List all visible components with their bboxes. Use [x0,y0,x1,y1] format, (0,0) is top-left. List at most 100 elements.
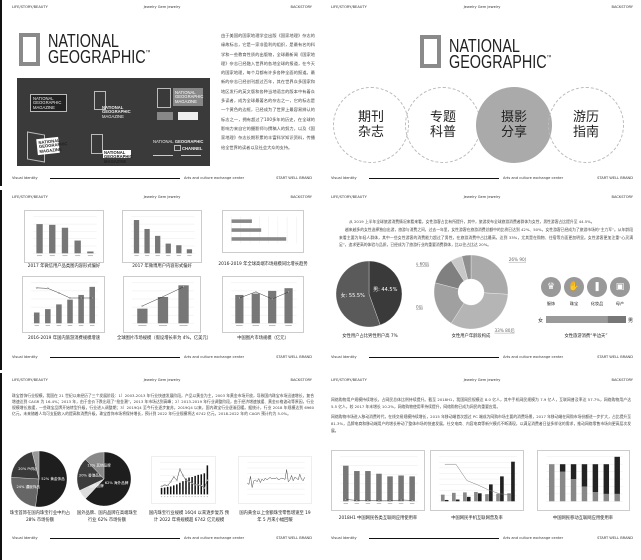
bar-segment [559,471,566,502]
slice-label: 20% 70后 [416,304,423,311]
slice-label: 12% 60后 [416,261,429,268]
bar [182,481,184,495]
pillar-line2: 指南 [572,125,599,140]
bar [89,286,95,324]
footer-divider [50,178,180,179]
tick-label [34,325,39,327]
tick-label [252,325,260,327]
bar [365,471,371,502]
tick-label [191,496,193,498]
chart-china-image-market [222,276,304,333]
header-right: BACKSTORY [290,195,313,199]
page-footer: Visual Identity Arts and culture exchange… [331,176,633,182]
bar-segment [570,479,577,502]
bar [133,220,140,254]
bar [376,473,382,502]
header-left: LIFE/STORY/BEAUTY [331,195,367,199]
body-paragraph: 网络购物市场进入移动消费时代，在线交易规模持续增长，2015 年移动端首次超过 … [331,414,631,433]
pillar-line2: 分享 [500,125,527,140]
bar [74,240,81,254]
line-point [182,474,184,477]
pillar-line1: 摄影 [500,110,527,125]
pillar-line1: 期刊 [357,110,384,125]
page-header: LIFE/STORY/BEAUTY Jewelry Gem jewelry BACK… [331,195,633,201]
bar [231,228,262,232]
bar [173,485,175,495]
tick-label [155,255,160,257]
bar [354,471,360,502]
panel-logo-6b: GEOGRAPHIC [174,139,204,144]
line-point [411,499,413,502]
chart-retail-growth [238,456,312,504]
slice [31,450,40,480]
line-point [141,305,144,307]
chart-mobile-penetration [430,450,524,511]
header-left: LIFE/STORY/BEAUTY [331,5,367,9]
slice-label: 20% 香港品牌 [79,472,103,477]
bar [67,299,73,324]
bag-icon: ▣ [610,277,630,297]
pillar-line1: 游历 [572,110,599,125]
bar-segment [614,493,620,502]
bar [511,461,515,502]
bar [61,227,69,254]
chart-caption: 女性旅游消费“半边天” [564,334,608,339]
tick-label [158,325,168,327]
tick-label [185,496,187,498]
tick-label [182,496,184,498]
bar [463,492,467,502]
bar [36,224,43,254]
line-point [197,484,200,486]
slice [368,260,403,326]
chart-global-market-trend [222,210,304,253]
panel-logo-2b: GEOGRAPHIC [102,109,131,115]
bar [178,285,189,324]
logo-wordmark: NATIONAL GEOGRAPHIC™ [449,37,551,71]
tick-label [387,503,393,505]
bar [500,476,504,502]
line-point [172,476,175,478]
line-point [400,499,402,501]
header-left: LIFE/STORY/BEAUTY [12,195,48,199]
footer-right: START WELL BRAND [597,176,633,180]
page-footer: Visual Identity Arts and culture exchange… [12,176,312,182]
header-center: Jewelry Gem jewelry [143,5,181,9]
bar-segment [559,464,566,472]
icon-label: 珠宝 [569,301,579,306]
bar [155,235,161,254]
bar [343,465,349,502]
bar [455,499,460,502]
page-footer: Visual Identity Arts and culture exchange… [12,355,312,361]
bar-segment [607,316,626,323]
slice [461,254,472,280]
tick-label [179,325,188,327]
tick-label [343,503,349,505]
tick-label [45,325,51,327]
intro-paragraph: 从 2019 上半年全球旅游消费情况来看来看，女性游客占比有所提升，其中，旅游发… [349,219,595,224]
bar [185,478,187,495]
bottle-icon: ❚ [587,277,607,297]
series-line [36,287,93,299]
tick-label [167,496,169,498]
line-point [188,480,190,483]
bar [157,296,169,324]
page-jewelry-market: LIFE/STORY/BEAUTY Jewelry Gem jewelry BACK… [0,373,320,560]
gender-share-bar: 女男 [538,316,633,324]
chart-caption: 国内珠宝行业规模 16Q4 以来逐步复苏 预计 2022 年将规模超 6742 … [148,511,230,523]
panel-logo-3: NATIONAL GEOGRAPHIC MAGAZINE [175,90,204,104]
footer-left: Visual Identity [12,355,38,359]
header-center: Jewelry Gem jewelry [143,378,181,382]
bar [137,308,148,324]
line-point [35,287,38,289]
footer-divider [50,538,180,539]
bar [387,476,393,502]
tick-label [354,503,360,505]
slice [35,450,68,508]
line-point [162,295,164,298]
slice-label: 女: 55.5% [341,292,365,299]
tick-label [398,503,404,505]
pillar-magazines: 期刊 杂志 [333,87,409,163]
chart-caption: 中国网民手机互联网普及率 [451,516,503,521]
bar-segment [592,492,599,502]
pillar-line2: 杂志 [357,125,384,140]
